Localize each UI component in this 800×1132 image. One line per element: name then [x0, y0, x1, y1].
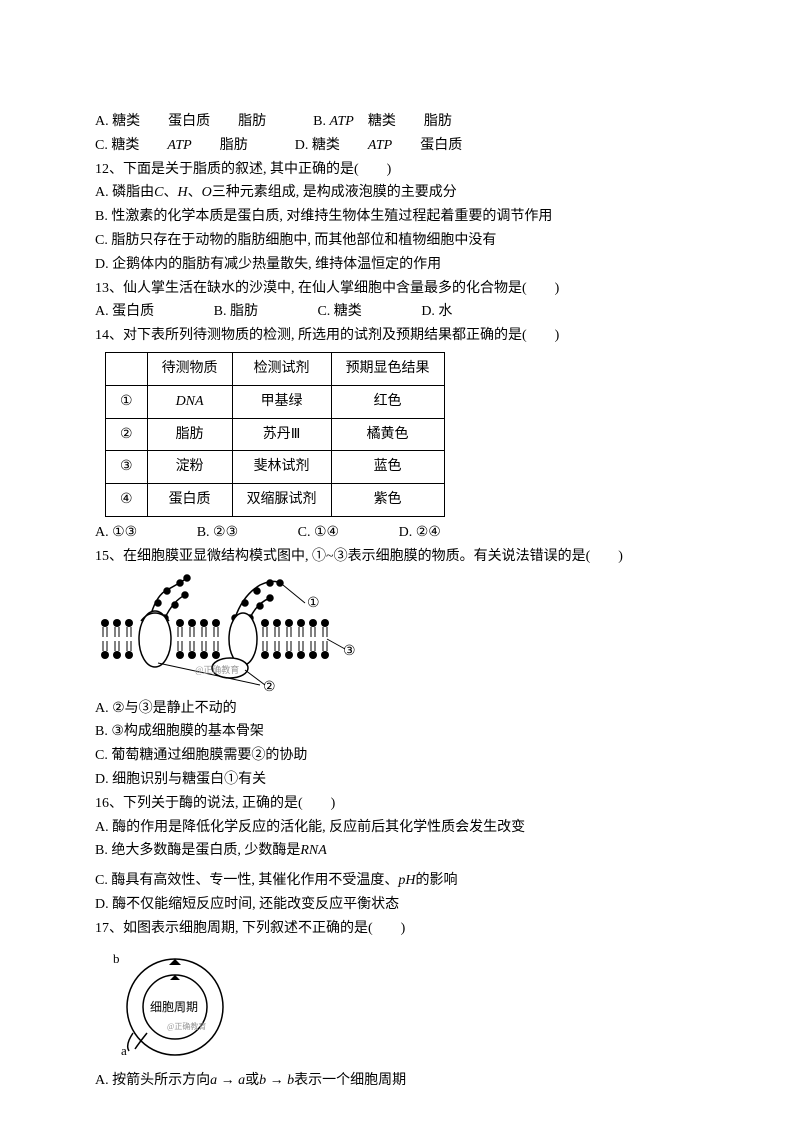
q13-opt-c: C. 糖类 [317, 304, 361, 319]
table-row: ③ 淀粉 斐林试剂 蓝色 [106, 451, 445, 484]
dna-text: DNA [176, 394, 204, 409]
q13-options: A. 蛋白质 B. 脂肪 C. 糖类 D. 水 [95, 300, 705, 324]
q16-stem: 16、下列关于酶的说法, 正确的是( ) [95, 792, 705, 816]
q11-opt-d: D. 糖类 ATP 蛋白质 [295, 134, 463, 158]
cell-result: 橘黄色 [331, 418, 444, 451]
arrow-text: → [266, 1073, 287, 1088]
label-2: ② [263, 680, 276, 693]
cell-num: ③ [106, 451, 148, 484]
th-substance: 待测物质 [147, 352, 232, 385]
table-header-row: 待测物质 检测试剂 预期显色结果 [106, 352, 445, 385]
or-text: 或 [245, 1073, 259, 1088]
q14-opt-c: C. ①④ [298, 525, 339, 540]
q16c-pre: C. 酶具有高效性、专一性, 其催化作用不受温度、 [95, 873, 398, 888]
cell-num: ① [106, 385, 148, 418]
q13-opt-d: D. 水 [421, 304, 452, 319]
cell-sub: 脂肪 [147, 418, 232, 451]
q11-options-row2: C. 糖类 ATP 脂肪 D. 糖类 ATP 蛋白质 [95, 134, 705, 158]
cell-reagent: 甲基绿 [232, 385, 331, 418]
elem-o: O [202, 185, 212, 200]
th-blank [106, 352, 148, 385]
label-a: a [121, 1043, 127, 1058]
table-row: ④ 蛋白质 双缩脲试剂 紫色 [106, 484, 445, 517]
q17a-pre: A. 按箭头所示方向 [95, 1073, 210, 1088]
exam-page: A. 糖类 蛋白质 脂肪 B. ATP 糖类 脂肪 C. 糖类 ATP 脂肪 D… [0, 0, 800, 1132]
cell-result: 蓝色 [331, 451, 444, 484]
q13-opt-a: A. 蛋白质 [95, 304, 154, 319]
q14-stem: 14、对下表所列待测物质的检测, 所选用的试剂及预期结果都正确的是( ) [95, 324, 705, 348]
cell-sub: 淀粉 [147, 451, 232, 484]
q14-opt-a: A. ①③ [95, 525, 137, 540]
q17a-post: 表示一个细胞周期 [294, 1073, 406, 1088]
q15-opt-c: C. 葡萄糖通过细胞膜需要②的协助 [95, 744, 705, 768]
q14-options: A. ①③ B. ②③ C. ①④ D. ②④ [95, 521, 705, 545]
label-3: ③ [343, 644, 355, 659]
q15-opt-a: A. ②与③是静止不动的 [95, 697, 705, 721]
q11-opt-c: C. 糖类 ATP 脂肪 [95, 134, 248, 158]
cell-result: 红色 [331, 385, 444, 418]
cell-reagent: 苏丹Ⅲ [232, 418, 331, 451]
q16-opt-a: A. 酶的作用是降低化学反应的活化能, 反应前后其化学性质会发生改变 [95, 816, 705, 840]
sep: 、 [188, 185, 202, 200]
atp-text: ATP [167, 134, 191, 158]
membrane-diagram: ① ③ ② @正确教育 [95, 573, 355, 693]
q15-stem: 15、在细胞膜亚显微结构模式图中, ①~③表示细胞膜的物质。有关说法错误的是( … [95, 545, 705, 569]
table-row: ① DNA 甲基绿 红色 [106, 385, 445, 418]
cell-sub: DNA [147, 385, 232, 418]
center-label: 细胞周期 [150, 1000, 198, 1014]
q16-opt-c: C. 酶具有高效性、专一性, 其催化作用不受温度、pH的影响 [95, 869, 705, 893]
cell-sub: 蛋白质 [147, 484, 232, 517]
q11-opt-a: A. 糖类 蛋白质 脂肪 [95, 110, 266, 134]
q12a-pre: A. 磷脂由 [95, 185, 154, 200]
ph-text: pH [398, 873, 415, 888]
label-b: b [113, 951, 120, 966]
q14-opt-d: D. ②④ [399, 525, 441, 540]
q12-opt-c: C. 脂肪只存在于动物的脂肪细胞中, 而其他部位和植物细胞中没有 [95, 229, 705, 253]
q15-opt-d: D. 细胞识别与糖蛋白①有关 [95, 768, 705, 792]
q16-opt-d: D. 酶不仅能缩短反应时间, 还能改变反应平衡状态 [95, 893, 705, 917]
sep: 、 [163, 185, 177, 200]
q13-stem: 13、仙人掌生活在缺水的沙漠中, 在仙人掌细胞中含量最多的化合物是( ) [95, 277, 705, 301]
cell-reagent: 斐林试剂 [232, 451, 331, 484]
table-row: ② 脂肪 苏丹Ⅲ 橘黄色 [106, 418, 445, 451]
cell-reagent: 双缩脲试剂 [232, 484, 331, 517]
q17-opt-a: A. 按箭头所示方向a → a或b → b表示一个细胞周期 [95, 1069, 705, 1093]
atp-text: ATP [368, 134, 392, 158]
atp-text: ATP [329, 110, 353, 134]
q12-stem: 12、下面是关于脂质的叙述, 其中正确的是( ) [95, 158, 705, 182]
elem-h: H [177, 185, 187, 200]
watermark-text: @正确教育 [195, 664, 239, 675]
cell-result: 紫色 [331, 484, 444, 517]
arrow-text: → [217, 1073, 238, 1088]
q16c-post: 的影响 [415, 873, 457, 888]
q12-opt-d: D. 企鹅体内的脂肪有减少热量散失, 维持体温恒定的作用 [95, 253, 705, 277]
q12-opt-b: B. 性激素的化学本质是蛋白质, 对维持生物体生殖过程起着重要的调节作用 [95, 205, 705, 229]
q12-opt-a: A. 磷脂由C、H、O三种元素组成, 是构成液泡膜的主要成分 [95, 181, 705, 205]
label-1: ① [307, 596, 320, 611]
th-reagent: 检测试剂 [232, 352, 331, 385]
q16b-pre: B. 绝大多数酶是蛋白质, 少数酶是 [95, 843, 300, 858]
q14-table: 待测物质 检测试剂 预期显色结果 ① DNA 甲基绿 红色 ② 脂肪 苏丹Ⅲ 橘… [105, 352, 445, 517]
rna-text: RNA [300, 843, 326, 858]
cell-cycle-diagram: b a 细胞周期 @正确教育 [95, 945, 255, 1065]
q11-opt-b: B. ATP 糖类 脂肪 [313, 110, 452, 134]
q16-opt-b: B. 绝大多数酶是蛋白质, 少数酶是RNA [95, 839, 705, 863]
th-result: 预期显色结果 [331, 352, 444, 385]
cell-num: ④ [106, 484, 148, 517]
q14-opt-b: B. ②③ [197, 525, 238, 540]
watermark-text: @正确教育 [167, 1021, 206, 1031]
cell-num: ② [106, 418, 148, 451]
q11-options-row1: A. 糖类 蛋白质 脂肪 B. ATP 糖类 脂肪 [95, 110, 705, 134]
q13-opt-b: B. 脂肪 [214, 304, 258, 319]
q15-opt-b: B. ③构成细胞膜的基本骨架 [95, 720, 705, 744]
q12a-post: 三种元素组成, 是构成液泡膜的主要成分 [212, 185, 457, 200]
q17-stem: 17、如图表示细胞周期, 下列叙述不正确的是( ) [95, 917, 705, 941]
